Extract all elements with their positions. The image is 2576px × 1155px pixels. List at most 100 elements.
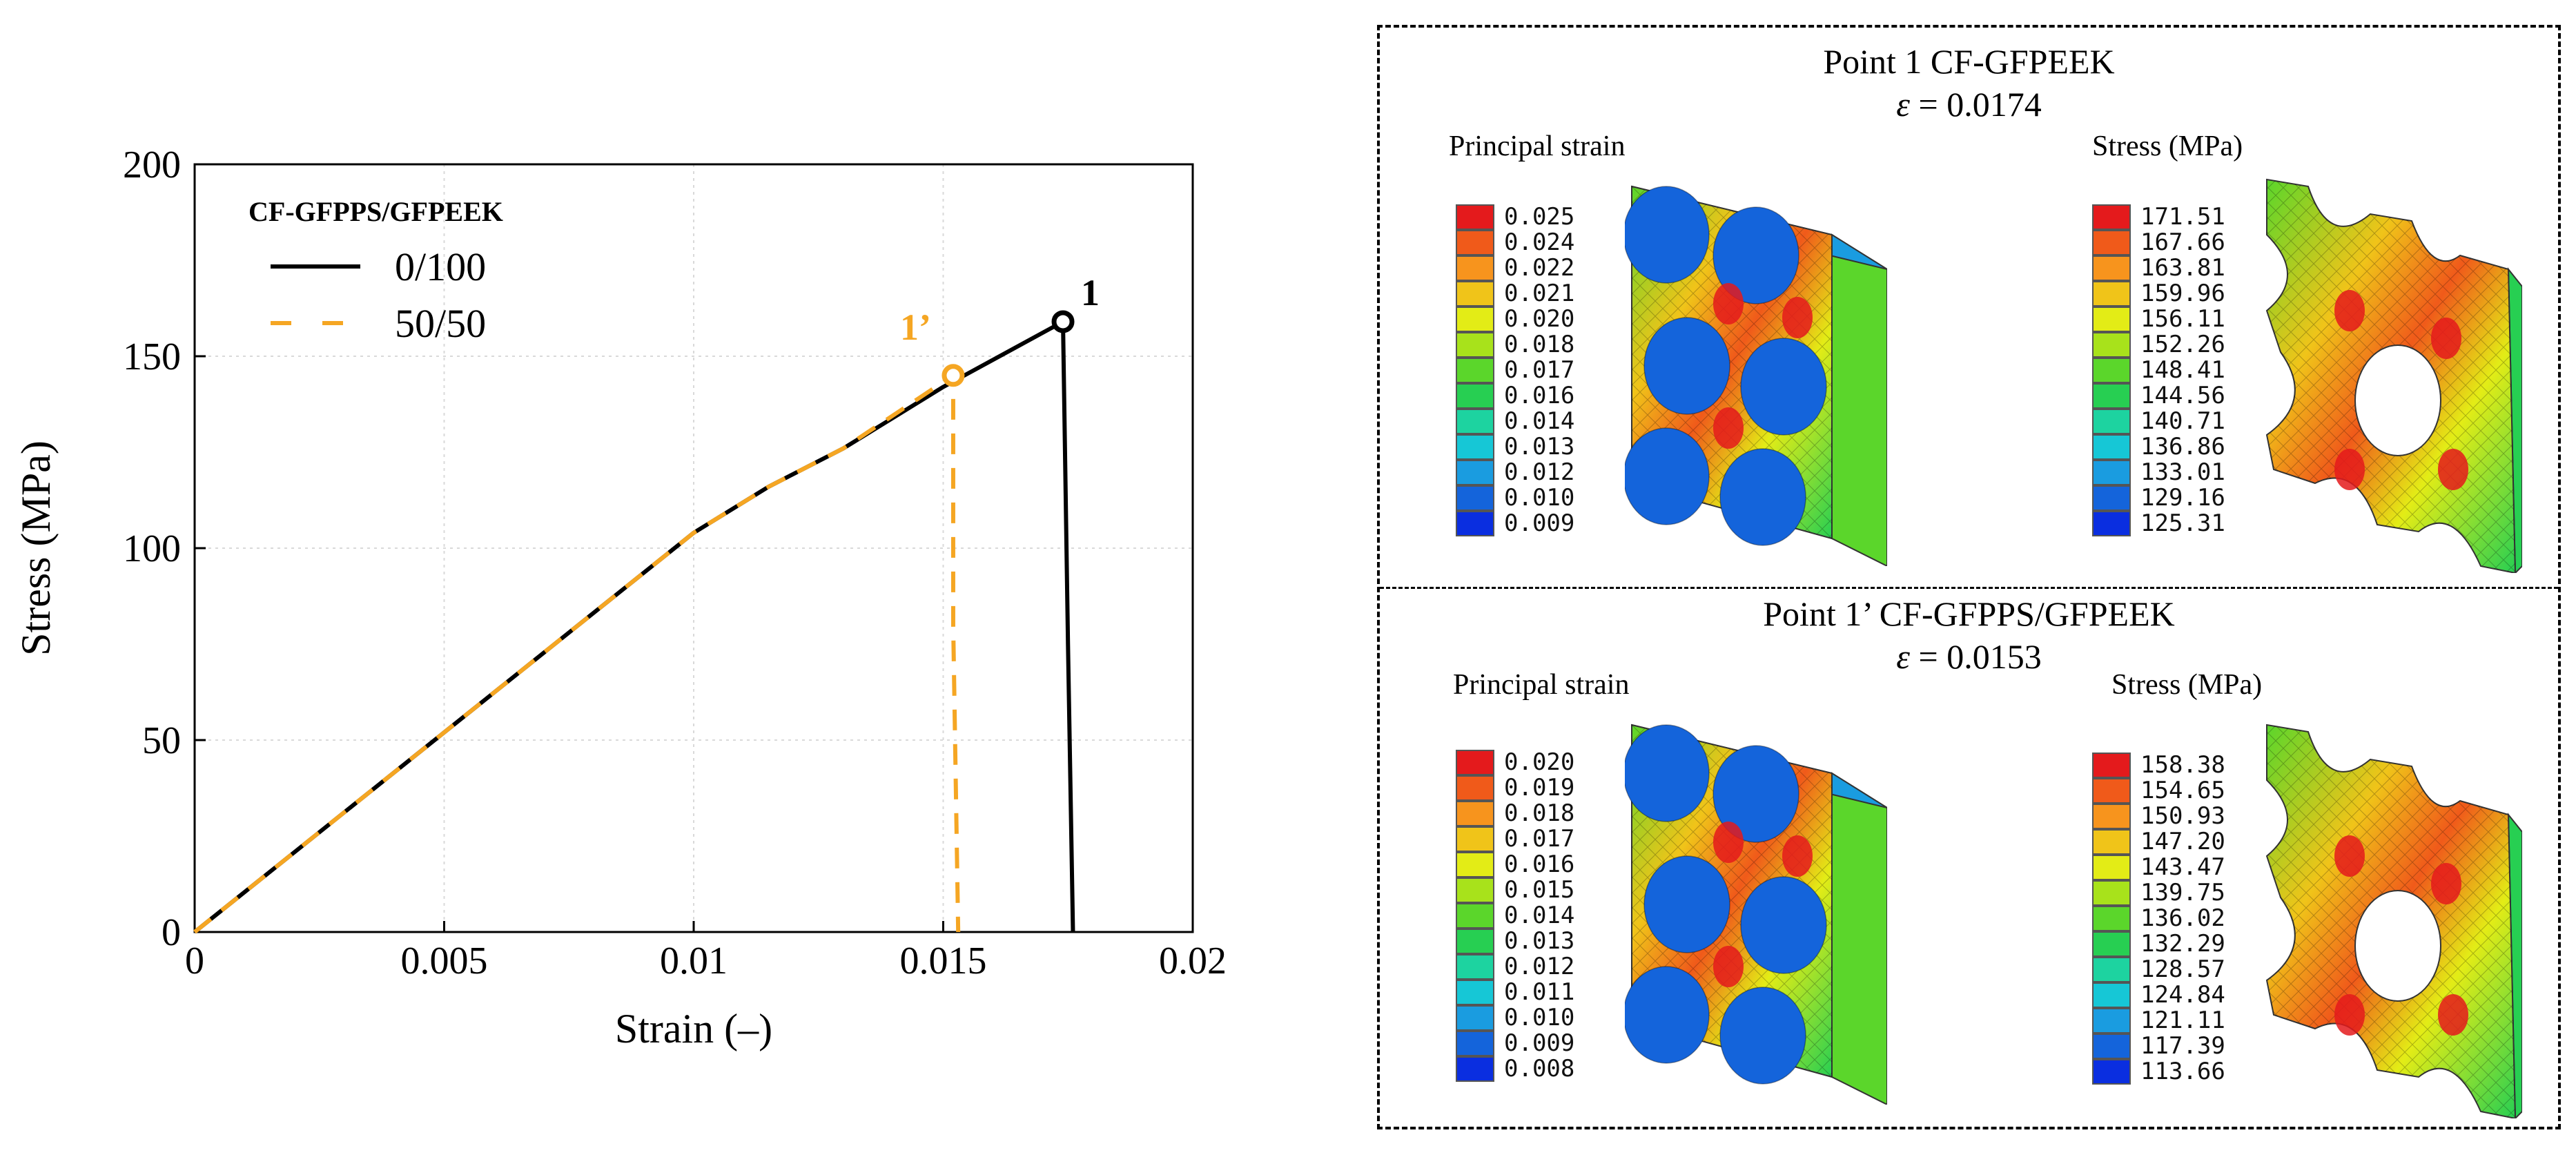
legend-value: 0.021 — [1504, 280, 1575, 307]
legend-color-swatch — [1456, 204, 1494, 230]
hotspot — [2334, 449, 2365, 490]
legend-value: 156.11 — [2140, 305, 2225, 333]
fibre-region — [1719, 987, 1806, 1085]
legend-color-swatch — [2092, 409, 2131, 434]
legend-value: 0.008 — [1504, 1055, 1575, 1083]
model-hole — [2354, 890, 2441, 1002]
legend-color-swatch — [2092, 804, 2131, 829]
legend-value: 128.57 — [2140, 955, 2225, 983]
legend-color-swatch — [2092, 829, 2131, 855]
legend-value: 0.012 — [1504, 953, 1575, 980]
section-1-stress-contour-model — [2265, 178, 2522, 573]
point-label-0: 1 — [1081, 272, 1100, 313]
legend-color-swatch — [2092, 1033, 2131, 1059]
legend-color-swatch — [1456, 1031, 1494, 1056]
legend-color-swatch — [1456, 903, 1494, 929]
legend-color-swatch — [1456, 281, 1494, 307]
hotspot — [2334, 994, 2365, 1036]
legend-value: 148.41 — [2140, 356, 2225, 384]
legend-value: 121.11 — [2140, 1007, 2225, 1034]
legend-value: 0.018 — [1504, 799, 1575, 827]
fibre-region — [1625, 724, 1710, 822]
legend-value: 0.016 — [1504, 382, 1575, 409]
hotspot — [2431, 318, 2461, 359]
legend-color-swatch — [2092, 855, 2131, 880]
section-2-strain-label: Principal strain — [1453, 669, 1630, 701]
legend-value: 136.02 — [2140, 904, 2225, 932]
legend-value: 132.29 — [2140, 930, 2225, 958]
section-1-title: Point 1 CF-GFPEEK — [1823, 42, 2115, 81]
x-tick-label: 0.005 — [401, 940, 488, 982]
legend-value: 0.024 — [1504, 229, 1575, 256]
legend-title: CF-GFPPS/GFPEEK — [248, 196, 503, 227]
legend-color-swatch — [1456, 409, 1494, 434]
y-tick-label: 100 — [123, 527, 181, 570]
section-2-stress-label: Stress (MPa) — [2111, 669, 2263, 701]
legend-value: 154.65 — [2140, 777, 2225, 804]
legend-color-swatch — [1456, 485, 1494, 511]
stress-strain-chart: 0 0.005 0.01 0.015 0.02 0 50 100 150 200 Strain (–… — [13, 144, 1227, 1051]
hotspot — [1713, 946, 1744, 987]
legend-value: 158.38 — [2140, 751, 2225, 779]
legend-value: 0.010 — [1504, 1004, 1575, 1031]
legend-value: 143.47 — [2140, 853, 2225, 881]
legend-value: 152.26 — [2140, 331, 2225, 358]
x-axis-label: Strain (–) — [615, 1006, 772, 1051]
legend-value: 159.96 — [2140, 280, 2225, 307]
legend-color-swatch — [2092, 485, 2131, 511]
legend-color-swatch — [1456, 1005, 1494, 1031]
legend-value: 0.012 — [1504, 458, 1575, 486]
section-1-stress-label: Stress (MPa) — [2092, 130, 2243, 162]
legend-value: 125.31 — [2140, 509, 2225, 537]
legend-color-swatch — [1456, 954, 1494, 980]
point-marker-1 — [941, 364, 965, 387]
legend-value: 163.81 — [2140, 254, 2225, 282]
hotspot — [2334, 835, 2365, 877]
legend-color-swatch — [2092, 906, 2131, 931]
x-tick-label: 0 — [185, 940, 204, 982]
legend-color-swatch — [2092, 460, 2131, 485]
legend-color-swatch — [2092, 383, 2131, 409]
fe-results-panel: Point 1 CF-GFPEEK ε = 0.0174 Principal s… — [1377, 25, 2561, 1129]
legend-value: 0.017 — [1504, 825, 1575, 853]
legend-color-swatch — [2092, 255, 2131, 281]
fibre-region — [1740, 338, 1827, 436]
legend-value: 147.20 — [2140, 828, 2225, 855]
legend-color-swatch — [2092, 204, 2131, 230]
x-tick-label: 0.015 — [900, 940, 987, 982]
legend-color-swatch — [2092, 778, 2131, 804]
legend-value: 0.025 — [1504, 203, 1575, 231]
legend-color-swatch — [2092, 1008, 2131, 1033]
point-marker-0 — [1051, 310, 1075, 333]
legend-color-swatch — [2092, 358, 2131, 383]
y-tick-label: 150 — [123, 336, 181, 378]
legend-value: 117.39 — [2140, 1032, 2225, 1060]
legend-color-swatch — [2092, 931, 2131, 957]
legend-color-swatch — [2092, 230, 2131, 255]
section-2-strain-value: ε = 0.0153 — [1896, 637, 2042, 676]
legend-value: 124.84 — [2140, 981, 2225, 1009]
legend-color-swatch — [1456, 332, 1494, 358]
legend-color-swatch — [2092, 434, 2131, 460]
legend-value: 0.014 — [1504, 902, 1575, 929]
x-tick-label: 0.01 — [660, 940, 728, 982]
legend-value: 0.016 — [1504, 851, 1575, 878]
hotspot — [1713, 822, 1744, 863]
legend-color-swatch — [2092, 982, 2131, 1008]
y-tick-label: 200 — [123, 144, 181, 186]
legend-value: 0.017 — [1504, 356, 1575, 384]
legend-color-swatch — [1456, 852, 1494, 877]
legend-label-0: 0/100 — [395, 244, 486, 289]
model-hole — [2354, 344, 2441, 456]
legend-value: 150.93 — [2140, 802, 2225, 830]
legend-color-swatch — [1456, 383, 1494, 409]
legend-value: 0.013 — [1504, 927, 1575, 955]
section-2-title: Point 1’ CF-GFPPS/GFPEEK — [1763, 594, 2175, 633]
legend-color-swatch — [1456, 801, 1494, 826]
y-tick-label: 50 — [142, 719, 181, 762]
legend-value: 0.009 — [1504, 509, 1575, 537]
section-1-strain-contour-model — [1625, 185, 1887, 566]
fibre-region — [1625, 186, 1710, 284]
fibre-region — [1643, 855, 1730, 953]
legend-color-swatch — [1456, 929, 1494, 954]
